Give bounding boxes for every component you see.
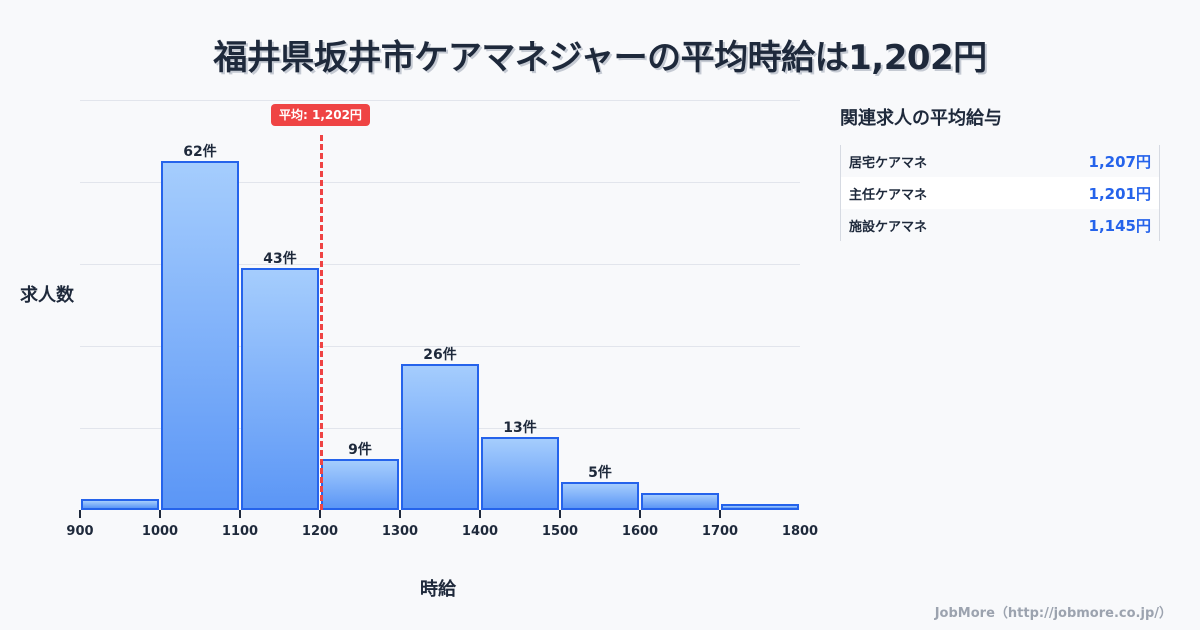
- source-credit: JobMore（http://jobmore.co.jp/）: [934, 606, 1172, 621]
- job-wage: 1,145円: [1088, 216, 1151, 235]
- gridline: [80, 182, 800, 183]
- x-tick-label: 1200: [301, 524, 339, 539]
- gridline: [80, 100, 800, 101]
- related-salary-row: 主任ケアマネ 1,201円: [841, 177, 1159, 209]
- y-axis-label: 求人数: [20, 285, 74, 306]
- x-tick-label: 1100: [221, 524, 259, 539]
- related-salary-row: 施設ケアマネ 1,145円: [841, 209, 1159, 241]
- x-axis-label: 時給: [420, 579, 456, 600]
- bar-count-label: 62件: [183, 144, 217, 160]
- x-tick-label: 1000: [141, 524, 179, 539]
- bar-count-label: 9件: [348, 442, 372, 458]
- job-wage: 1,207円: [1088, 152, 1151, 171]
- histogram-bar: [561, 482, 639, 510]
- x-tick-mark: [319, 510, 321, 518]
- bar-count-label: 26件: [423, 347, 457, 363]
- related-salary-title: 関連求人の平均給与: [840, 108, 1002, 129]
- x-tick-label: 1300: [381, 524, 419, 539]
- x-tick-label: 1600: [621, 524, 659, 539]
- x-tick-mark: [159, 510, 161, 518]
- histogram-bar: [481, 437, 559, 510]
- gridline: [80, 264, 800, 265]
- gridline: [80, 346, 800, 347]
- bar-count-label: 43件: [263, 251, 297, 267]
- histogram-bar: [721, 504, 799, 510]
- job-name: 主任ケアマネ: [849, 187, 928, 203]
- related-salary-table: 居宅ケアマネ 1,207円 主任ケアマネ 1,201円 施設ケアマネ 1,145…: [840, 145, 1160, 241]
- bar-count-label: 13件: [503, 420, 537, 436]
- x-tick-mark: [399, 510, 401, 518]
- x-tick-label: 1800: [781, 524, 819, 539]
- mean-line: [320, 135, 323, 510]
- job-wage: 1,201円: [1088, 184, 1151, 203]
- chart-title: 福井県坂井市ケアマネジャーの平均時給は1,202円: [213, 38, 987, 78]
- x-tick-label: 900: [66, 524, 94, 539]
- histogram-bar: [161, 161, 239, 510]
- histogram-bar: [641, 493, 719, 510]
- mean-badge: 平均: 1,202円: [271, 104, 370, 126]
- x-tick-mark: [559, 510, 561, 518]
- related-salary-row: 居宅ケアマネ 1,207円: [841, 145, 1159, 177]
- job-name: 居宅ケアマネ: [849, 155, 928, 171]
- x-tick-mark: [719, 510, 721, 518]
- x-tick-mark: [479, 510, 481, 518]
- x-tick-mark: [79, 510, 81, 518]
- bar-count-label: 5件: [588, 465, 612, 481]
- x-tick-mark: [639, 510, 641, 518]
- histogram-bar: [401, 364, 479, 510]
- x-tick-label: 1400: [461, 524, 499, 539]
- histogram-bar: [241, 268, 319, 510]
- job-name: 施設ケアマネ: [849, 219, 928, 235]
- x-tick-label: 1500: [541, 524, 579, 539]
- histogram-bar: [81, 499, 159, 510]
- x-tick-label: 1700: [701, 524, 739, 539]
- x-tick-mark: [239, 510, 241, 518]
- histogram-bar: [321, 459, 399, 510]
